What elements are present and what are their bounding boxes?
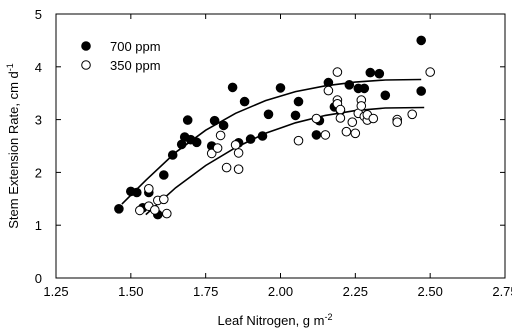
data-point-filled [344,80,355,90]
data-point-filled [380,90,391,101]
x-axis-title: Leaf Nitrogen, g m-2 [218,312,333,328]
data-point-open [150,205,160,215]
y-tick-label: 3 [35,113,42,128]
data-point-open [335,104,346,115]
y-tick-label: 1 [35,218,42,233]
data-point-filled [359,83,370,94]
x-tick-label: 1.75 [193,284,218,299]
legend-marker-series-0 [81,41,91,51]
data-point-open [162,208,172,219]
data-point-filled [374,68,385,79]
data-point-open [233,148,244,158]
data-point-open [135,205,145,216]
data-point-filled [191,137,202,148]
data-point-filled [275,83,286,93]
x-tick-label: 2.50 [418,284,443,299]
data-point-filled [290,110,301,121]
data-point-open [221,162,232,173]
data-point-open [233,164,244,174]
data-point-filled [218,120,229,131]
legend: 700 ppm 350 ppm [81,39,161,73]
x-tick-label: 1.25 [43,284,68,299]
fit-curve-series-1 [145,106,425,216]
data-point-filled [182,115,193,125]
data-point-filled [239,96,250,107]
fit-curve-series-0 [121,78,422,205]
data-point-filled [159,170,169,180]
data-point-open [212,143,223,153]
data-point-filled [245,134,256,144]
data-point-open [341,126,352,137]
data-point-filled [227,82,238,93]
y-tick-label: 5 [35,7,42,22]
data-point-filled [167,150,178,160]
data-point-open [311,113,322,124]
data-point-open [215,130,226,141]
data-point-filled [132,187,142,198]
x-tick-label: 2.00 [268,284,293,299]
y-tick-label: 4 [35,60,42,75]
x-tick-label: 2.25 [343,284,368,299]
data-point-filled [209,115,220,126]
fit-curves [121,78,425,216]
data-point-filled [311,130,322,140]
data-point-filled [114,204,124,214]
data-point-filled [293,96,304,107]
data-point-open [206,148,217,159]
data-points [114,35,436,220]
data-point-open [347,117,358,127]
data-point-open [320,130,331,140]
y-tick-label: 2 [35,165,42,180]
legend-label-series-0: 700 ppm [110,39,161,54]
data-point-open [392,117,403,127]
data-point-open [323,85,334,96]
y-axis-title: Stem Extension Rate, cm d-1 [5,63,21,229]
data-point-open [350,128,361,139]
data-point-filled [416,35,427,46]
data-point-open [356,101,367,111]
data-point-open [332,67,343,77]
legend-label-series-1: 350 ppm [110,58,161,73]
data-point-open [335,113,346,123]
data-point-open [230,140,241,150]
data-point-filled [365,67,376,78]
y-tick-label: 0 [35,271,42,286]
data-point-filled [257,131,268,141]
axes: 1.25 1.50 1.75 2.00 2.25 2.50 2.75 0 1 2 3 4 5 [35,7,512,299]
data-point-open [368,113,379,124]
x-tick-label: 2.75 [492,284,512,299]
data-point-open [159,194,169,205]
data-point-open [407,109,418,120]
data-point-open [293,135,304,146]
legend-marker-series-1 [81,60,91,70]
data-point-filled [416,86,427,96]
data-point-filled [323,77,334,88]
data-point-open [144,184,154,194]
x-tick-label: 1.50 [118,284,143,299]
data-point-open [425,67,436,77]
data-point-filled [263,109,274,120]
